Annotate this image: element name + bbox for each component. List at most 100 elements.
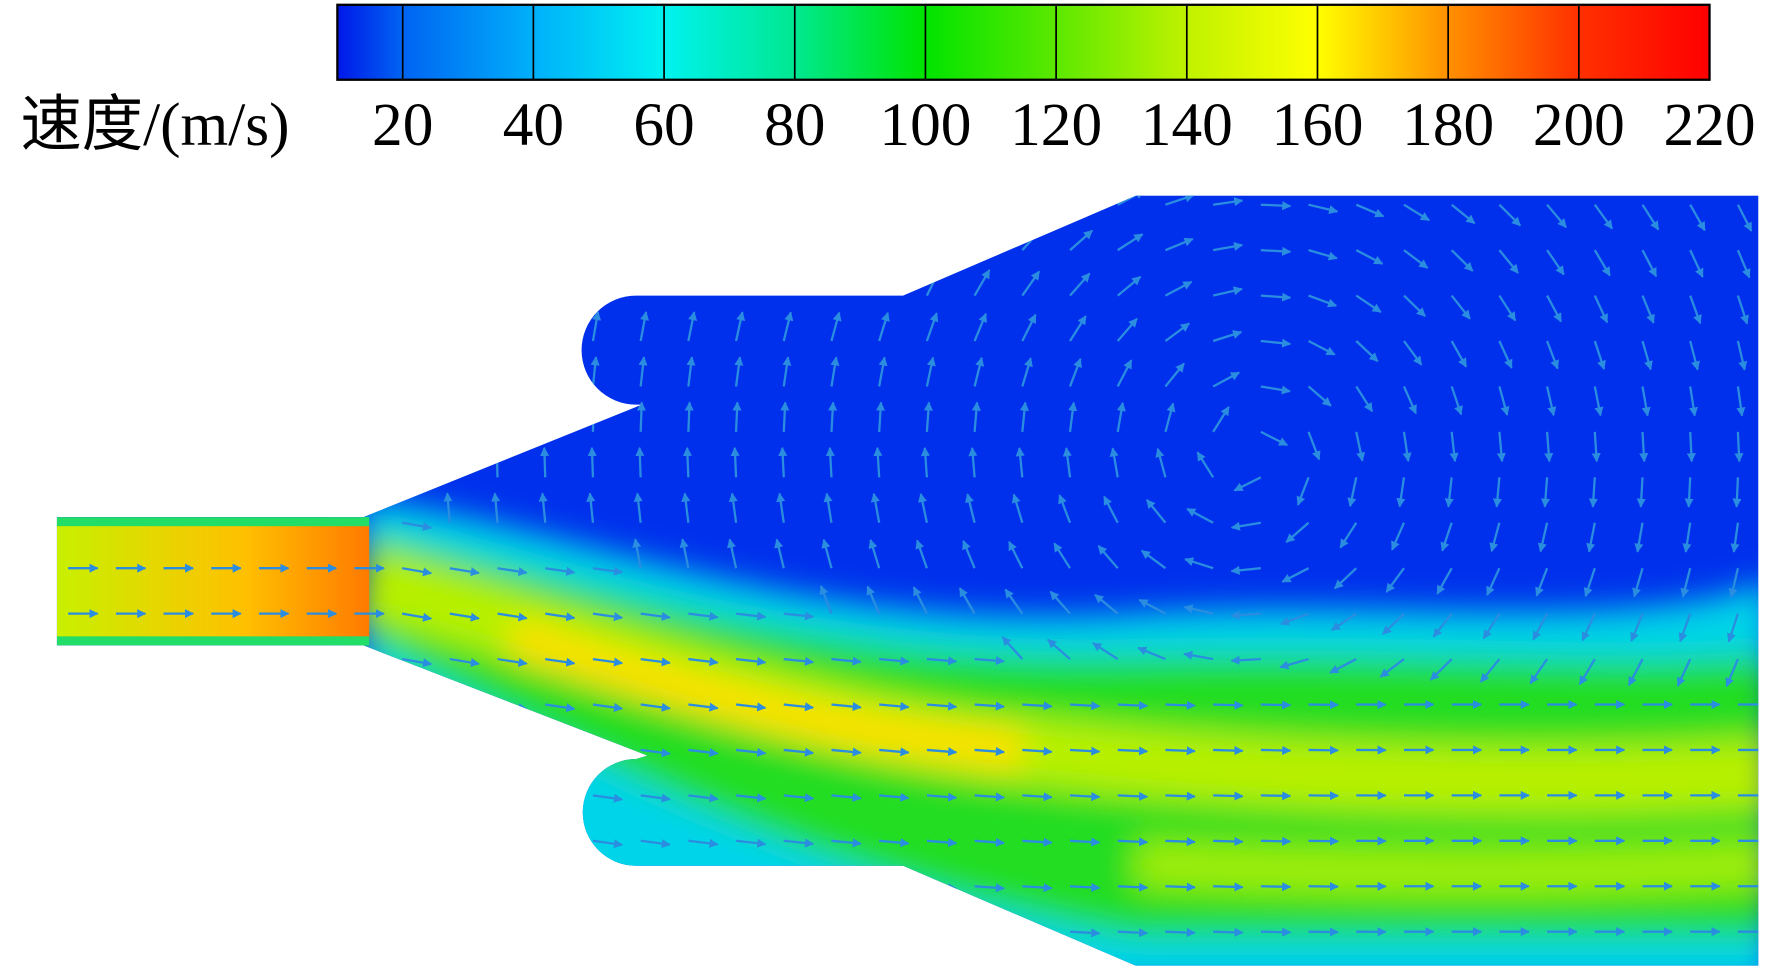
velocity-vector — [1630, 613, 1644, 642]
velocity-vector — [1260, 882, 1292, 892]
velocity-vector — [1486, 567, 1501, 596]
velocity-vector — [1069, 837, 1101, 847]
velocity-vector — [492, 446, 502, 478]
velocity-vector — [1678, 613, 1692, 643]
velocity-vector — [1355, 249, 1384, 265]
velocity-vector — [590, 356, 600, 387]
velocity-vector — [1137, 646, 1166, 661]
velocity-vector — [1403, 249, 1429, 269]
velocity-vector — [1429, 658, 1453, 681]
velocity-vector — [1164, 322, 1190, 342]
velocity-vector — [688, 884, 719, 894]
velocity-vector — [1736, 249, 1751, 279]
velocity-vector — [449, 567, 480, 577]
velocity-vector — [1213, 836, 1244, 846]
velocity-vector — [1230, 610, 1261, 620]
velocity-vector — [1058, 494, 1072, 524]
velocity-vector — [735, 656, 767, 667]
velocity-vector — [1279, 657, 1309, 670]
velocity-vector — [1379, 658, 1405, 678]
velocity-vector — [1260, 836, 1292, 846]
velocity-vector — [780, 401, 790, 432]
velocity-vector — [735, 702, 767, 712]
velocity-vector — [545, 612, 576, 622]
velocity-vector — [639, 221, 652, 251]
velocity-vector — [1347, 477, 1358, 508]
velocity-vector — [783, 838, 815, 848]
velocity-vector — [688, 611, 719, 621]
colorbar-segment — [664, 4, 795, 80]
velocity-vector — [638, 356, 648, 387]
velocity-vector — [1069, 195, 1095, 206]
velocity-vector — [633, 492, 643, 523]
velocity-vector — [879, 701, 910, 711]
velocity-vector — [1385, 567, 1405, 593]
velocity-vector — [399, 356, 409, 387]
velocity-vector — [1355, 294, 1382, 313]
velocity-vector — [687, 221, 700, 251]
velocity-vector — [448, 195, 460, 206]
velocity-vector — [1230, 565, 1261, 575]
velocity-vector — [1001, 636, 1024, 660]
velocity-vector — [396, 446, 407, 478]
velocity-vector — [727, 538, 738, 569]
velocity-vector — [1069, 792, 1101, 802]
velocity-vector — [1689, 295, 1702, 325]
velocity-vector — [1165, 700, 1196, 710]
velocity-vector — [401, 885, 433, 895]
velocity-vector — [681, 492, 691, 523]
colorbar-tick-label: 200 — [1533, 91, 1625, 159]
velocity-vector — [1532, 613, 1549, 641]
velocity-vector — [1593, 295, 1609, 324]
velocity-vector — [926, 928, 958, 938]
velocity-vector — [687, 266, 699, 296]
velocity-vector — [1450, 203, 1476, 225]
velocity-vector — [542, 356, 552, 387]
velocity-vector — [1260, 201, 1292, 211]
colorbar-tick-label: 40 — [503, 91, 564, 159]
velocity-vector — [1049, 590, 1071, 615]
velocity-vector — [1641, 295, 1655, 324]
velocity-vector — [1047, 638, 1071, 660]
velocity-vector — [1022, 883, 1053, 893]
colorbar-tick-label: 120 — [1010, 91, 1102, 159]
velocity-vector — [1545, 386, 1557, 417]
velocity-vector — [735, 793, 767, 803]
velocity-vector — [735, 195, 751, 206]
velocity-vector — [639, 266, 651, 296]
velocity-vector — [974, 746, 1005, 757]
velocity-vector — [1145, 499, 1167, 524]
velocity-vector — [974, 837, 1005, 847]
velocity-vector — [448, 265, 459, 296]
velocity-vector — [448, 220, 460, 251]
velocity-vector — [639, 311, 650, 342]
velocity-vector — [1212, 197, 1244, 207]
velocity-vector — [1537, 522, 1549, 553]
velocity-vector — [1641, 249, 1658, 278]
velocity-vector — [679, 538, 690, 569]
velocity-vector — [926, 656, 958, 666]
velocity-vector — [1730, 522, 1740, 553]
velocity-vector — [1680, 567, 1692, 598]
velocity-vector — [1450, 386, 1463, 416]
velocity-vector — [545, 566, 576, 576]
velocity-vector — [497, 930, 528, 940]
velocity-vector — [1546, 249, 1565, 276]
velocity-vector — [1479, 658, 1501, 683]
velocity-vector — [875, 401, 886, 432]
velocity-vector — [1736, 340, 1748, 371]
velocity-vector — [1213, 882, 1244, 892]
velocity-vector — [878, 223, 895, 251]
velocity-vector — [1444, 477, 1454, 508]
velocity-vector — [974, 928, 1005, 938]
velocity-vector — [1092, 642, 1119, 661]
velocity-vector — [1436, 567, 1453, 595]
velocity-vector — [735, 747, 767, 757]
velocity-vector — [1069, 701, 1101, 711]
velocity-vector — [878, 195, 897, 206]
colorbar-segment — [925, 4, 1057, 80]
velocity-vector — [926, 747, 958, 757]
velocity-vector — [1213, 746, 1244, 756]
velocity-vector — [1402, 385, 1417, 415]
velocity-vector — [632, 538, 642, 569]
